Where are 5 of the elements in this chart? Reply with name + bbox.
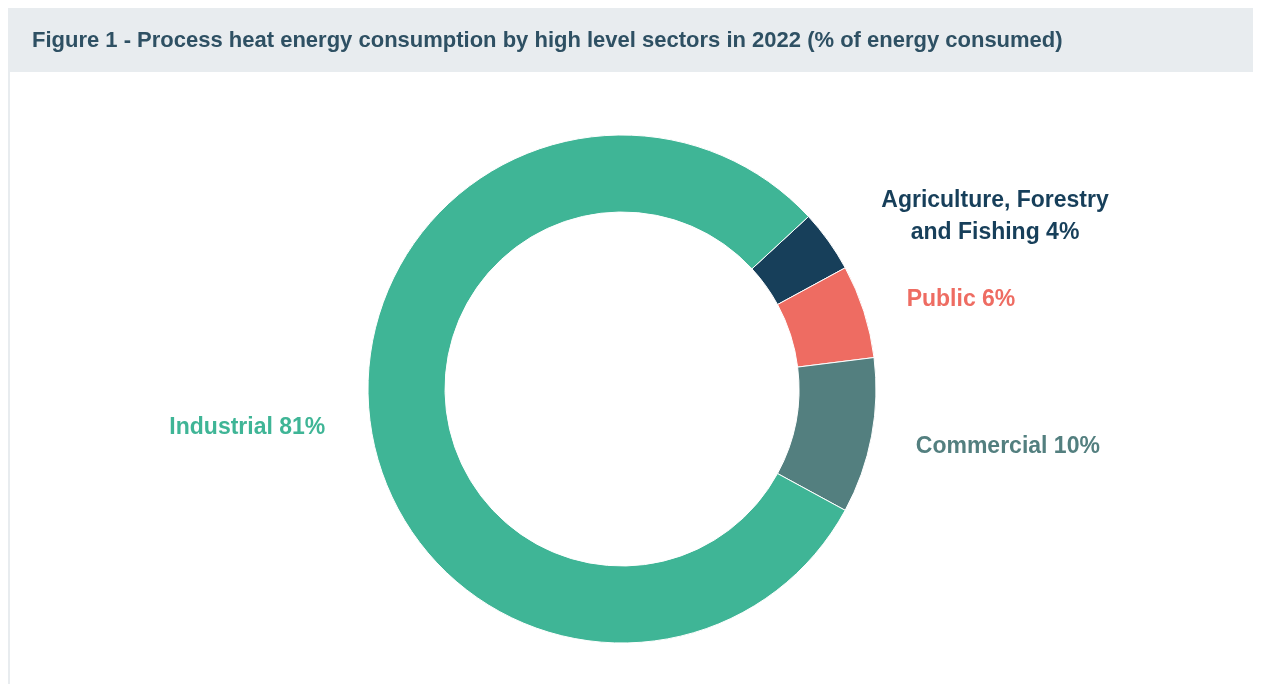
chart-title: Figure 1 - Process heat energy consumption by high level sectors in 2022 (% of energy consumed) [8,8,1253,72]
slice-label: Commercial 10% [915,431,1100,458]
slice-label: Agriculture, Forestry and Fishing 4% [881,185,1109,244]
slice-label: Industrial 81% [169,413,326,440]
slice-label: Public 6% [906,284,1016,311]
